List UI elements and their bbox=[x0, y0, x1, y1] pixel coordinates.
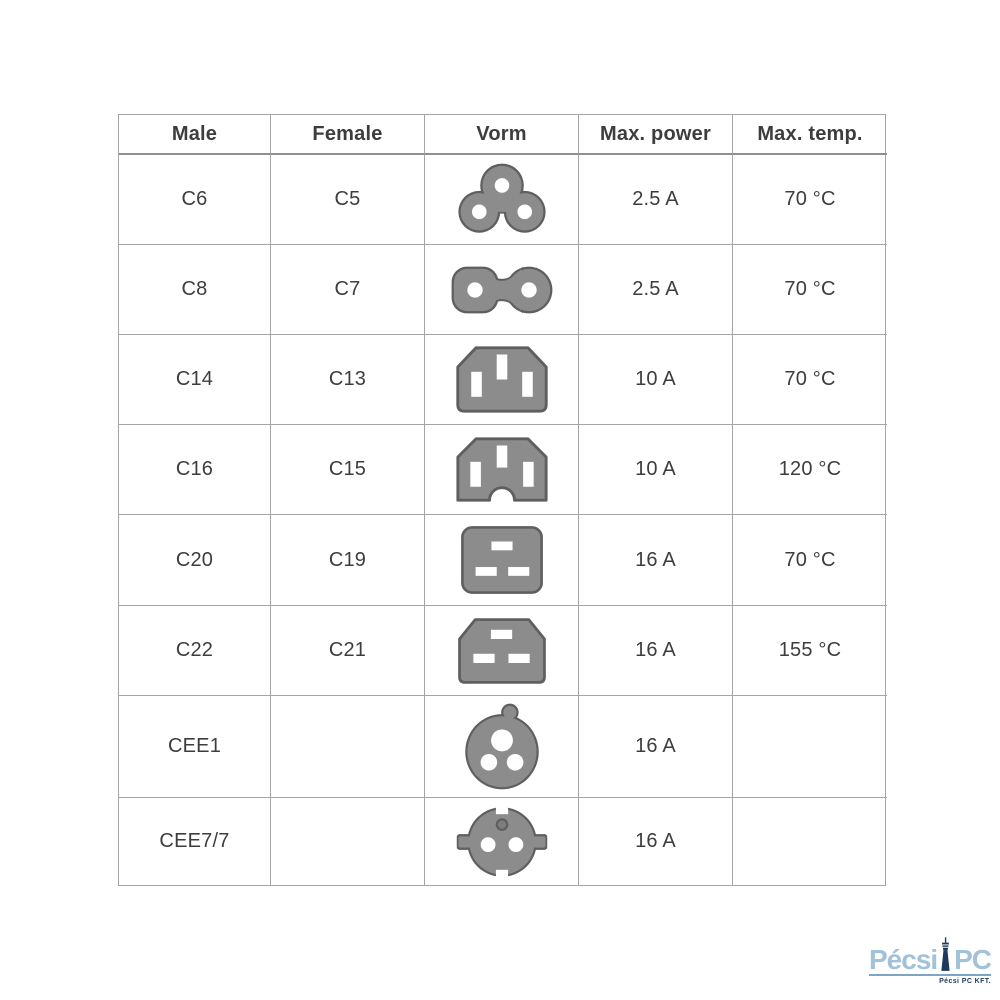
female-cell: C7 bbox=[271, 245, 425, 335]
watermark-brand-row: Pécsi PC bbox=[869, 934, 992, 975]
power-cell: 16 A bbox=[579, 606, 733, 696]
watermark-subtext: Pécsi PC KFT. bbox=[939, 978, 991, 985]
column-header-max-temp: Max. temp. bbox=[733, 115, 887, 155]
cee77-schuko-connector-icon bbox=[456, 804, 547, 879]
power-cell: 10 A bbox=[579, 425, 733, 515]
cee1-connector-icon bbox=[464, 703, 539, 790]
c16-c15-connector-icon bbox=[455, 437, 548, 502]
watermark-brand-primary: Pécsi bbox=[869, 944, 938, 975]
male-cell: C16 bbox=[119, 425, 271, 515]
temp-cell bbox=[733, 798, 887, 885]
c8-c7-figure8-connector-icon bbox=[451, 266, 552, 313]
shape-cell bbox=[425, 515, 579, 606]
c6-c5-cloverleaf-connector-icon bbox=[457, 163, 546, 233]
female-cell bbox=[271, 696, 425, 798]
shape-cell bbox=[425, 696, 579, 798]
temp-cell: 70 °C bbox=[733, 515, 887, 606]
shape-cell bbox=[425, 335, 579, 425]
temp-cell: 70 °C bbox=[733, 335, 887, 425]
female-cell: C15 bbox=[271, 425, 425, 515]
power-cell: 10 A bbox=[579, 335, 733, 425]
male-cell: C22 bbox=[119, 606, 271, 696]
shape-cell bbox=[425, 425, 579, 515]
c14-c13-connector-icon bbox=[455, 346, 548, 413]
pecsipc-watermark: Pécsi PC Pécsi PC KFT. bbox=[869, 934, 992, 985]
temp-cell: 70 °C bbox=[733, 155, 887, 245]
male-cell: CEE7/7 bbox=[119, 798, 271, 885]
watermark-underline bbox=[869, 974, 991, 976]
male-cell: C20 bbox=[119, 515, 271, 606]
c22-c21-connector-icon bbox=[457, 617, 546, 684]
connector-spec-table: Male Female Vorm Max. power Max. temp. C… bbox=[118, 114, 887, 886]
power-cell: 16 A bbox=[579, 515, 733, 606]
c20-c19-connector-icon bbox=[460, 526, 543, 594]
shape-cell bbox=[425, 798, 579, 885]
power-cell: 16 A bbox=[579, 798, 733, 885]
column-header-male: Male bbox=[119, 115, 271, 155]
tv-tower-icon bbox=[941, 937, 950, 971]
temp-cell bbox=[733, 696, 887, 798]
male-cell: C14 bbox=[119, 335, 271, 425]
shape-cell bbox=[425, 155, 579, 245]
temp-cell: 120 °C bbox=[733, 425, 887, 515]
power-cell: 2.5 A bbox=[579, 155, 733, 245]
column-header-max-power: Max. power bbox=[579, 115, 733, 155]
female-cell: C21 bbox=[271, 606, 425, 696]
female-cell: C5 bbox=[271, 155, 425, 245]
temp-cell: 155 °C bbox=[733, 606, 887, 696]
column-header-vorm: Vorm bbox=[425, 115, 579, 155]
male-cell: C8 bbox=[119, 245, 271, 335]
female-cell: C13 bbox=[271, 335, 425, 425]
female-cell: C19 bbox=[271, 515, 425, 606]
male-cell: C6 bbox=[119, 155, 271, 245]
power-cell: 2.5 A bbox=[579, 245, 733, 335]
female-cell bbox=[271, 798, 425, 885]
watermark-brand-secondary: PC bbox=[954, 944, 992, 975]
shape-cell bbox=[425, 606, 579, 696]
shape-cell bbox=[425, 245, 579, 335]
power-cell: 16 A bbox=[579, 696, 733, 798]
temp-cell: 70 °C bbox=[733, 245, 887, 335]
column-header-female: Female bbox=[271, 115, 425, 155]
male-cell: CEE1 bbox=[119, 696, 271, 798]
